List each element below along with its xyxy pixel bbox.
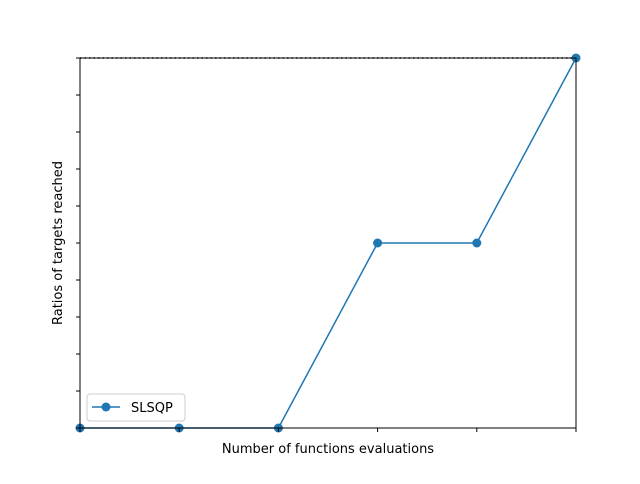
data-point <box>472 238 482 248</box>
plot-frame <box>79 57 577 429</box>
y-axis-label: Ratios of targets reached <box>51 161 66 325</box>
data-point <box>373 238 383 248</box>
y-ticks <box>76 57 80 429</box>
legend-marker <box>101 402 111 412</box>
legend-label-slsqp: SLSQP <box>131 401 173 416</box>
x-ticks <box>79 428 577 432</box>
legend-box <box>86 393 186 422</box>
x-axis-label: Number of functions evaluations <box>222 442 434 457</box>
series-layer <box>75 53 581 433</box>
series-line-slsqp <box>80 57 577 429</box>
legend: SLSQP <box>86 393 186 422</box>
